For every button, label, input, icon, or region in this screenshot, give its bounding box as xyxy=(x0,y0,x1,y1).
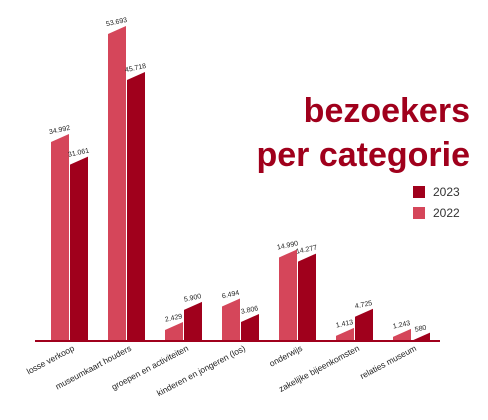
value-label: 1.243 xyxy=(392,320,411,331)
chart-title: bezoekers xyxy=(304,92,470,130)
legend-swatch xyxy=(413,186,425,198)
value-label: 2.429 xyxy=(164,313,183,324)
legend-swatch xyxy=(413,207,425,219)
bar xyxy=(355,308,373,340)
value-label: 45.718 xyxy=(124,63,147,74)
bar xyxy=(70,156,88,340)
bar xyxy=(279,249,297,340)
value-label: 14.277 xyxy=(295,244,318,255)
bar xyxy=(184,301,202,340)
value-label: 1.413 xyxy=(335,319,354,330)
legend-label: 2022 xyxy=(433,206,460,220)
bar xyxy=(165,321,183,340)
bar xyxy=(412,332,430,341)
bar xyxy=(298,253,316,340)
value-label: 14.990 xyxy=(276,240,299,251)
value-label: 6.494 xyxy=(221,290,240,301)
x-tick-label: onderwijs xyxy=(268,343,304,369)
value-label: 5.900 xyxy=(183,293,202,304)
bar xyxy=(51,133,69,340)
bar xyxy=(108,26,126,340)
value-label: 4.725 xyxy=(354,300,373,311)
bar xyxy=(222,298,240,340)
bar xyxy=(127,72,145,340)
chart-title: per categorie xyxy=(256,136,470,174)
bar xyxy=(241,314,259,340)
value-label: 34.992 xyxy=(48,125,71,136)
x-tick-label: losse verkoop xyxy=(25,343,76,377)
x-tick-label: relaties museum xyxy=(358,343,418,381)
value-label: 3.806 xyxy=(240,305,259,316)
bar xyxy=(336,327,354,340)
legend-label: 2023 xyxy=(433,185,460,199)
value-label: 53.693 xyxy=(105,17,128,28)
value-label: 580 xyxy=(414,325,427,334)
value-label: 31.061 xyxy=(67,148,90,159)
bar xyxy=(393,328,411,340)
